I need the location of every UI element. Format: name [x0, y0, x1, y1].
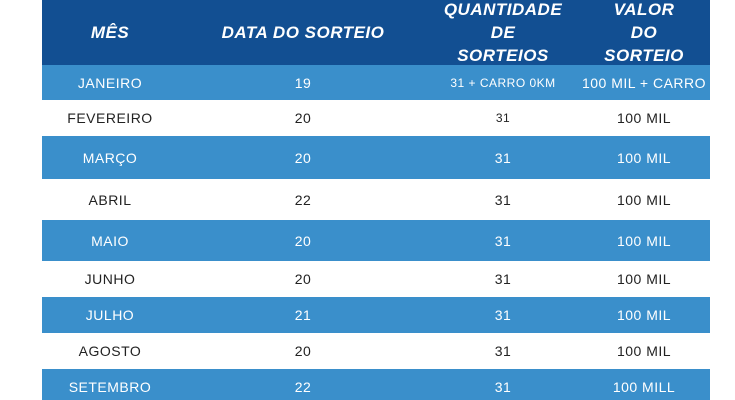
table-cell: FEVEREIRO — [67, 110, 153, 126]
table-cell: 100 MIL + CARRO — [581, 74, 707, 91]
table-cell: JULHO — [85, 307, 135, 323]
table-row: FEVEREIRO 20 31 100 MIL — [42, 100, 710, 136]
header-cell: QUANTIDADE DE SORTEIOS — [443, 0, 563, 65]
table-row: MAIO 20 31 100 MIL — [42, 220, 710, 261]
table-row: ABRIL 22 31 100 MIL — [42, 179, 710, 220]
table-cell: 31 — [494, 149, 512, 166]
table-cell: 20 — [294, 110, 312, 126]
table-cell: AGOSTO — [78, 343, 142, 359]
table-cell: 31 — [495, 111, 511, 125]
table-cell: MAIO — [91, 232, 129, 249]
table-cell: 20 — [294, 232, 312, 249]
table-cell: 100 MIL — [616, 110, 672, 126]
table-cell: 21 — [294, 307, 312, 323]
table-cell: 100 MIL — [616, 271, 672, 287]
table-cell: 31 — [494, 307, 512, 323]
table-cell: JANEIRO — [77, 74, 143, 91]
table-cell: 31 — [494, 232, 512, 249]
table-cell: 31 + CARRO 0KM — [450, 75, 556, 90]
table-row: SETEMBRO 22 31 100 MILL — [42, 369, 710, 400]
table-cell: 100 MIL — [616, 191, 672, 208]
table-cell: 100 MIL — [616, 149, 672, 166]
table-cell: ABRIL — [88, 191, 132, 208]
table-cell: SETEMBRO — [68, 379, 152, 395]
table-cell: 20 — [294, 149, 312, 166]
table-row: AGOSTO 20 31 100 MIL — [42, 333, 710, 369]
table-row: MARÇO 20 31 100 MIL — [42, 136, 710, 179]
header-cell: DATA DO SORTEIO — [221, 23, 385, 42]
table-row: JULHO 21 31 100 MIL — [42, 297, 710, 333]
header-cell: MÊS — [90, 23, 130, 42]
table-cell: 100 MIL — [616, 232, 672, 249]
table-cell: 22 — [294, 191, 312, 208]
table-cell: 19 — [294, 74, 312, 91]
table-cell: 22 — [294, 379, 312, 395]
table-cell: JUNHO — [84, 271, 136, 287]
table-cell: 31 — [494, 271, 512, 287]
table-cell: 100 MIL — [616, 307, 672, 323]
table-row: JANEIRO 19 31 + CARRO 0KM 100 MIL + CARRO — [42, 65, 710, 100]
table-cell: 31 — [494, 191, 512, 208]
table-cell: MARÇO — [82, 149, 138, 166]
table-row: JUNHO 20 31 100 MIL — [42, 261, 710, 297]
table-cell: 20 — [294, 343, 312, 359]
table-cell: 100 MIL — [616, 343, 672, 359]
header-row: MÊS DATA DO SORTEIO QUANTIDADE DE SORTEIOS… — [42, 0, 710, 65]
table-cell: 20 — [294, 271, 312, 287]
header-cell: VALOR DO SORTEIO — [604, 0, 684, 65]
table-cell: 31 — [494, 343, 512, 359]
table-cell: 100 MILL — [612, 379, 676, 395]
table: MÊS DATA DO SORTEIO QUANTIDADE DE SORTEIOS… — [42, 0, 710, 400]
table-cell: 31 — [494, 379, 512, 395]
